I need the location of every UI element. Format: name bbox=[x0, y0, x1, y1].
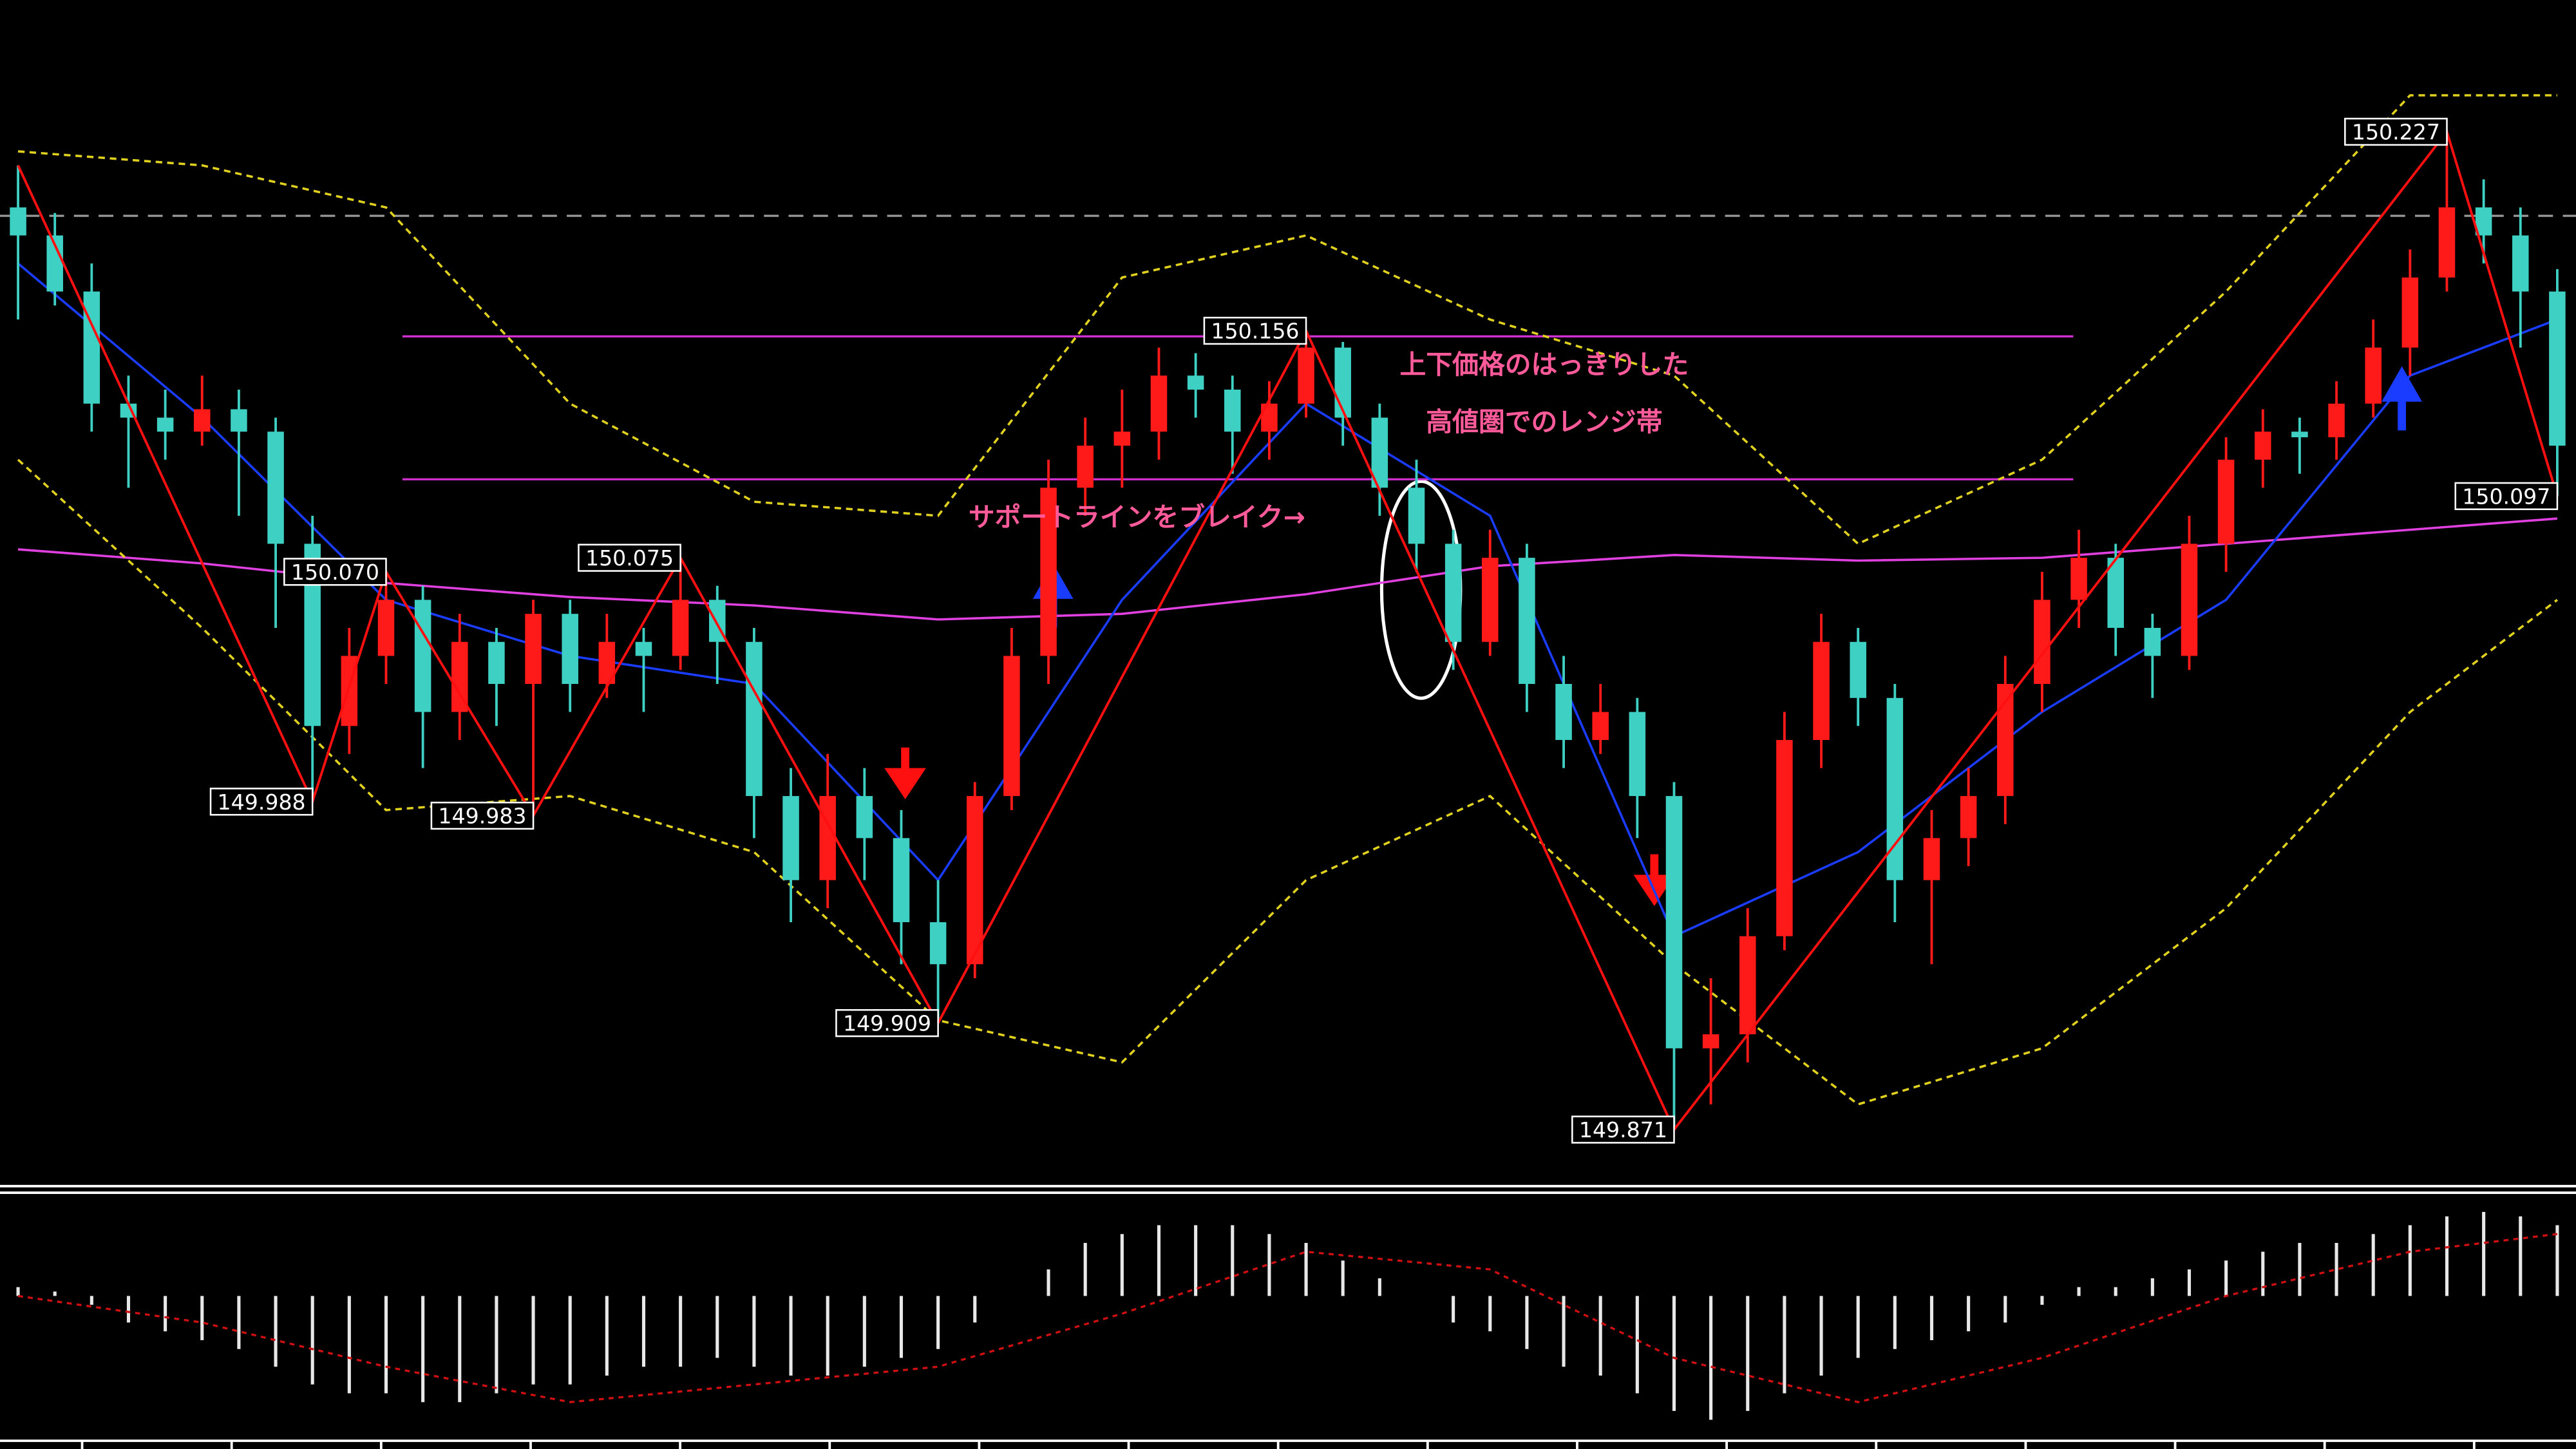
candle-body bbox=[893, 838, 910, 922]
candle-body bbox=[1482, 558, 1499, 642]
candle-body bbox=[1003, 656, 1020, 797]
price-label-box bbox=[1203, 316, 1307, 345]
candle-body bbox=[1519, 558, 1535, 684]
candle-body bbox=[1960, 796, 1977, 838]
candle-body bbox=[1555, 683, 1572, 741]
candle-body bbox=[1224, 389, 1241, 432]
candle-body bbox=[2328, 403, 2345, 437]
candle-body bbox=[819, 796, 836, 880]
candle-body bbox=[1444, 544, 1462, 642]
candle-body bbox=[2512, 235, 2529, 292]
candle-body bbox=[1739, 936, 1756, 1035]
price-label: 150.075 bbox=[585, 545, 674, 571]
candle-body bbox=[1150, 375, 1168, 432]
candle-body bbox=[2365, 347, 2382, 404]
candle-body bbox=[1261, 403, 1278, 432]
candle-body bbox=[451, 641, 468, 712]
annotation: 高値圏でのレンジ帯 bbox=[1426, 406, 1662, 437]
indicator-line bbox=[17, 94, 2557, 545]
candle-body bbox=[2034, 600, 2050, 684]
candle-body bbox=[856, 796, 873, 838]
price-label-box bbox=[578, 544, 681, 572]
candle-body bbox=[1334, 347, 1351, 418]
candle-body bbox=[2070, 558, 2087, 600]
candle-body bbox=[562, 614, 578, 684]
candle-body bbox=[377, 600, 395, 656]
candle-body bbox=[2475, 207, 2492, 236]
price-label-box bbox=[835, 1009, 939, 1037]
candle-body bbox=[2181, 544, 2198, 656]
annotation: 上下価格のはっきりした bbox=[1400, 349, 1689, 380]
candle-body bbox=[1113, 431, 1131, 446]
candle-body bbox=[525, 614, 542, 684]
candle-body bbox=[1408, 488, 1425, 544]
price-label: 150.070 bbox=[291, 560, 379, 585]
candle-body bbox=[1298, 347, 1314, 404]
candle-body bbox=[2438, 207, 2456, 278]
candle-body bbox=[156, 417, 174, 432]
candle-body bbox=[1187, 375, 1204, 390]
price-label-box bbox=[283, 558, 387, 586]
candle-body bbox=[635, 641, 652, 656]
price-label-box bbox=[430, 801, 535, 830]
candle-body bbox=[1702, 1034, 1719, 1048]
zigzag-line bbox=[17, 129, 2559, 1132]
price-label: 149.983 bbox=[438, 804, 526, 829]
candle-body bbox=[2549, 291, 2566, 446]
price-label: 150.227 bbox=[2352, 120, 2440, 145]
candle-body bbox=[746, 641, 762, 797]
candle-body bbox=[2144, 627, 2161, 656]
candle-body bbox=[83, 291, 100, 404]
candle-body bbox=[194, 409, 211, 432]
candle-body bbox=[929, 922, 947, 965]
candle-body bbox=[10, 207, 26, 236]
price-label-box bbox=[2344, 117, 2448, 146]
candle-body bbox=[1923, 838, 1940, 880]
candle-body bbox=[1850, 641, 1866, 698]
candle-body bbox=[1077, 446, 1094, 488]
candle-body bbox=[267, 431, 284, 544]
price-label: 149.988 bbox=[218, 790, 306, 815]
candle-body bbox=[1813, 641, 1830, 741]
candle-body bbox=[1776, 740, 1793, 936]
candle-body bbox=[2107, 558, 2124, 628]
signal-line bbox=[17, 1233, 2558, 1403]
candle-body bbox=[2291, 431, 2308, 437]
candle-body bbox=[1665, 796, 1683, 1048]
sell-arrow bbox=[1633, 854, 1676, 906]
candle-body bbox=[2217, 459, 2235, 544]
candle-body bbox=[2255, 431, 2271, 460]
price-label: 150.156 bbox=[1211, 319, 1299, 344]
sell-arrow bbox=[884, 747, 926, 800]
annotation: サポートラインをブレイク→ bbox=[969, 502, 1305, 533]
buy-arrow bbox=[2382, 366, 2422, 431]
price-label: 150.097 bbox=[2462, 484, 2550, 509]
price-label-box bbox=[209, 788, 314, 816]
candle-body bbox=[2401, 277, 2419, 348]
indicator-line bbox=[17, 517, 2558, 621]
candle-body bbox=[1592, 712, 1609, 741]
candle-body bbox=[1040, 488, 1057, 656]
price-label-box bbox=[2454, 482, 2559, 511]
candle-body bbox=[967, 796, 983, 965]
price-label-box bbox=[1571, 1115, 1675, 1144]
candle-body bbox=[231, 409, 247, 432]
candle-body bbox=[672, 600, 689, 656]
candle-body bbox=[488, 641, 505, 684]
candle-body bbox=[782, 796, 799, 880]
price-label: 149.871 bbox=[1579, 1117, 1667, 1142]
price-label: 149.909 bbox=[843, 1011, 931, 1036]
candle-body bbox=[414, 600, 431, 712]
candle-body bbox=[1629, 712, 1646, 797]
